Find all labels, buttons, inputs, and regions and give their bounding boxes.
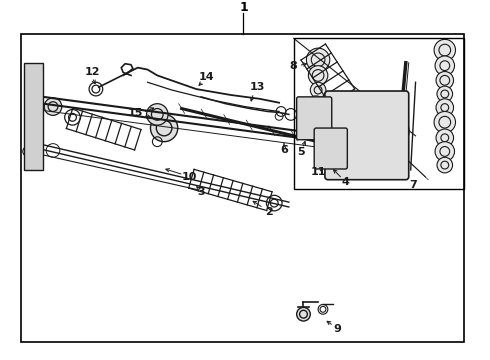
Circle shape — [330, 99, 365, 134]
Circle shape — [307, 109, 321, 123]
FancyBboxPatch shape — [314, 128, 347, 169]
Circle shape — [435, 56, 455, 76]
Text: 14: 14 — [198, 72, 214, 82]
Circle shape — [437, 86, 453, 102]
Text: 9: 9 — [334, 324, 342, 334]
Circle shape — [306, 48, 330, 72]
Circle shape — [44, 98, 62, 115]
Text: 5: 5 — [297, 147, 304, 157]
Circle shape — [354, 104, 409, 158]
Circle shape — [308, 96, 324, 112]
Circle shape — [334, 147, 361, 174]
Text: 4: 4 — [342, 177, 349, 186]
Circle shape — [436, 99, 454, 116]
Text: 7: 7 — [410, 180, 417, 190]
Circle shape — [437, 157, 453, 173]
Text: 6: 6 — [280, 145, 288, 156]
Circle shape — [296, 307, 310, 321]
Circle shape — [150, 114, 178, 142]
Circle shape — [435, 142, 455, 161]
Text: 1: 1 — [240, 1, 248, 14]
Text: 8: 8 — [290, 61, 297, 71]
Circle shape — [436, 72, 454, 89]
FancyBboxPatch shape — [296, 97, 332, 140]
Bar — [21, 35, 465, 342]
Text: 13: 13 — [250, 82, 266, 92]
Text: 12: 12 — [84, 67, 100, 77]
Text: 10: 10 — [182, 172, 197, 182]
Bar — [24, 63, 43, 170]
Bar — [294, 39, 465, 189]
Text: 15: 15 — [128, 108, 144, 118]
Circle shape — [308, 66, 328, 85]
Circle shape — [434, 112, 456, 133]
Circle shape — [434, 39, 456, 61]
Circle shape — [147, 104, 168, 125]
Text: 11: 11 — [310, 167, 326, 177]
FancyBboxPatch shape — [325, 91, 409, 180]
Text: 3: 3 — [197, 187, 205, 197]
Circle shape — [303, 118, 323, 138]
Text: 2: 2 — [266, 207, 273, 217]
Circle shape — [310, 82, 326, 98]
Circle shape — [436, 129, 454, 147]
